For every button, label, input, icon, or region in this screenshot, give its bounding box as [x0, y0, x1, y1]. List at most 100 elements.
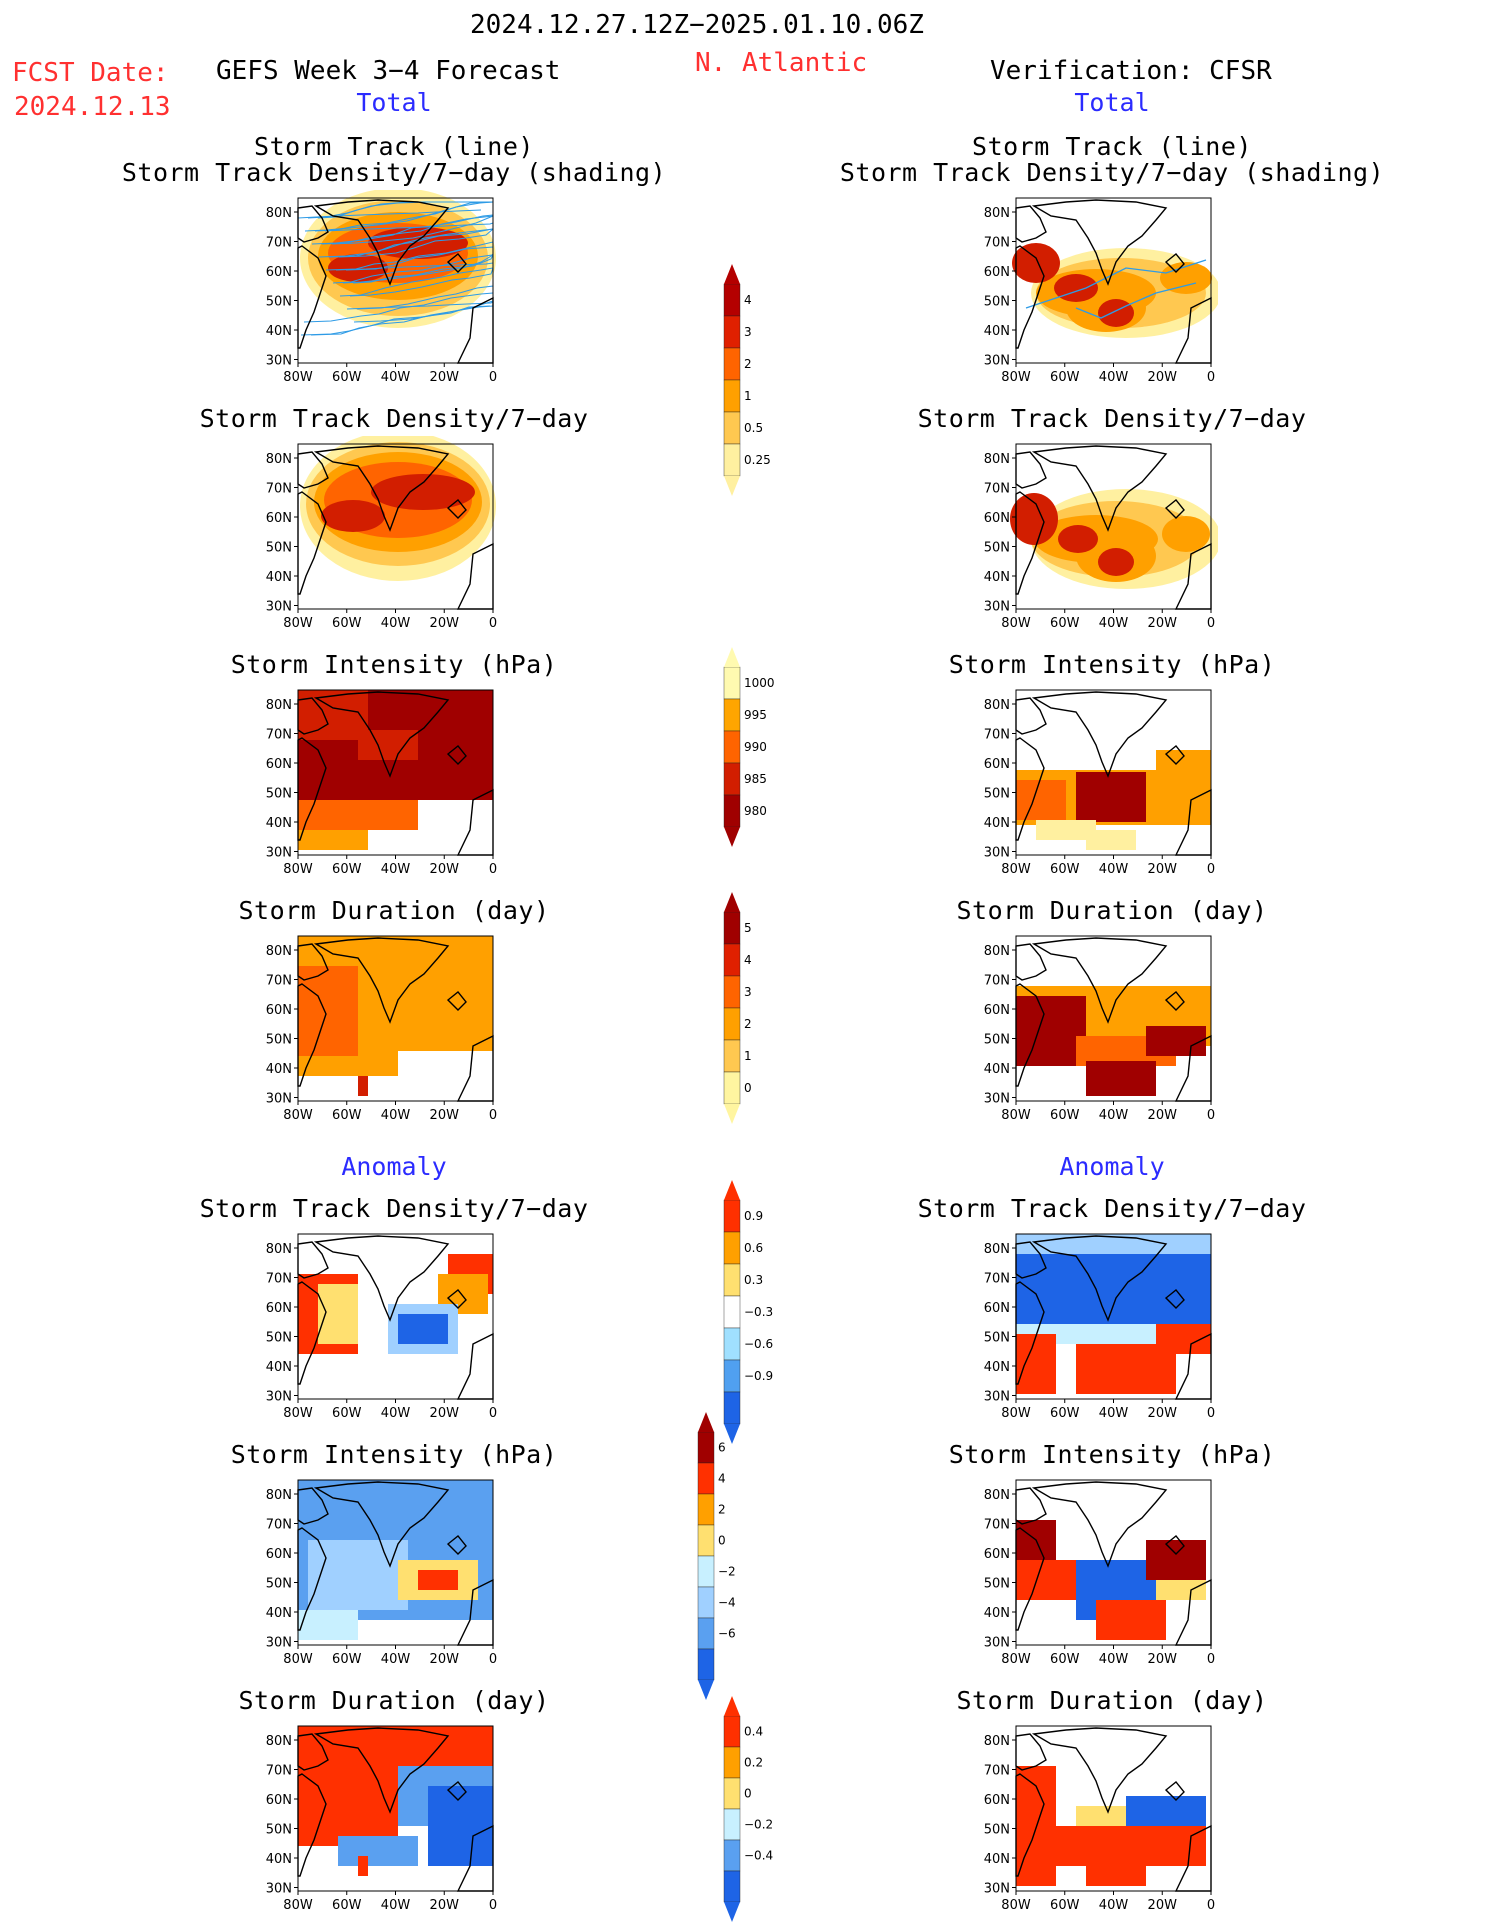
colorbar-label: 3 — [744, 985, 752, 999]
lon-tick-label: 80W — [1001, 862, 1031, 877]
lon-tick-label: 40W — [381, 1406, 411, 1421]
forecast-label: GEFS Week 3−4 Forecast — [216, 56, 561, 86]
field-shading — [1010, 489, 1218, 589]
lon-tick-label: 0 — [489, 1652, 497, 1667]
lat-tick-label: 50N — [984, 541, 1010, 556]
colorbar-segment — [723, 1295, 741, 1329]
colorbar-arrow-bottom — [724, 827, 740, 847]
lon-tick-label: 0 — [1207, 1898, 1215, 1913]
lon-tick-label: 40W — [1099, 1108, 1129, 1123]
lat-tick-label: 70N — [984, 1518, 1010, 1533]
lon-tick-label: 40W — [381, 1652, 411, 1667]
lon-tick-label: 40W — [1099, 862, 1129, 877]
lat-tick-label: 50N — [984, 1331, 1010, 1346]
lat-tick-label: 40N — [266, 816, 292, 831]
lat-tick-label: 70N — [266, 1518, 292, 1533]
colorbar-label: 0.9 — [744, 1209, 763, 1223]
lon-tick-label: 20W — [1148, 616, 1178, 631]
lat-tick-label: 60N — [266, 1301, 292, 1316]
lon-tick-label: 0 — [489, 1898, 497, 1913]
lat-tick-label: 70N — [984, 236, 1010, 251]
colorbar-segment — [723, 1263, 741, 1297]
colorbar-label: −0.3 — [744, 1305, 773, 1319]
colorbar-label: 2 — [718, 1503, 726, 1517]
colorbar-label: 5 — [744, 921, 752, 935]
lat-tick-label: 60N — [266, 1793, 292, 1808]
colorbar-arrow-top — [724, 647, 740, 667]
colorbar-label: −4 — [718, 1596, 736, 1610]
lon-tick-label: 20W — [430, 616, 460, 631]
lon-tick-label: 20W — [430, 1406, 460, 1421]
lat-tick-label: 70N — [266, 974, 292, 989]
colorbar-label: 0 — [744, 1787, 752, 1801]
lat-tick-label: 50N — [984, 787, 1010, 802]
lat-tick-label: 40N — [266, 1852, 292, 1867]
colorbar-label: −0.4 — [744, 1849, 773, 1863]
colorbar-label: −6 — [718, 1627, 736, 1641]
lat-tick-label: 70N — [984, 1764, 1010, 1779]
field-shading — [298, 690, 493, 850]
colorbar-label: 0 — [744, 1081, 752, 1095]
colorbar-label: 990 — [744, 740, 767, 754]
colorbar-label: 995 — [744, 708, 767, 722]
colorbar-label: 4 — [718, 1472, 726, 1486]
lon-tick-label: 80W — [1001, 370, 1031, 385]
lat-tick-label: 70N — [984, 482, 1010, 497]
fcst-date-value: 2024.12.13 — [14, 92, 171, 122]
lon-tick-label: 40W — [1099, 1898, 1129, 1913]
title-anom-density-right: Storm Track Density/7−day — [917, 1194, 1307, 1223]
title-track-line-left: Storm Track (line) — [254, 132, 534, 161]
lat-tick-label: 50N — [266, 1033, 292, 1048]
lon-tick-label: 60W — [1050, 1406, 1080, 1421]
colorbar-segment — [723, 1715, 741, 1748]
lat-tick-label: 80N — [984, 452, 1010, 467]
lon-tick-label: 20W — [430, 1898, 460, 1913]
section-anomaly-left: Anomaly — [341, 1152, 447, 1181]
colorbar-arrow-top — [724, 892, 740, 912]
colorbar-arrow-bottom — [698, 1680, 714, 1700]
lat-tick-label: 30N — [266, 1092, 292, 1107]
lat-tick-label: 60N — [266, 1003, 292, 1018]
lon-tick-label: 60W — [332, 862, 362, 877]
lat-tick-label: 40N — [984, 570, 1010, 585]
colorbar-segment — [697, 1462, 715, 1495]
lon-tick-label: 80W — [1001, 616, 1031, 631]
lon-tick-label: 40W — [1099, 370, 1129, 385]
lat-tick-label: 30N — [984, 846, 1010, 861]
lat-tick-label: 40N — [984, 1852, 1010, 1867]
colorbar-segment — [723, 698, 741, 732]
lon-tick-label: 80W — [283, 862, 313, 877]
colorbar-segment — [723, 1746, 741, 1779]
lat-tick-label: 80N — [266, 206, 292, 221]
title-density-left: Storm Track Density/7−day — [199, 404, 589, 433]
colorbar-label: 4 — [744, 293, 752, 307]
lat-tick-label: 60N — [266, 757, 292, 772]
lat-tick-label: 70N — [984, 1272, 1010, 1287]
lat-tick-label: 80N — [266, 1488, 292, 1503]
lon-tick-label: 80W — [283, 370, 313, 385]
lon-tick-label: 20W — [1148, 370, 1178, 385]
lat-tick-label: 50N — [984, 1033, 1010, 1048]
colorbar-segment — [723, 762, 741, 796]
colorbar-arrow-bottom — [724, 1902, 740, 1922]
lon-tick-label: 40W — [1099, 1652, 1129, 1667]
lat-tick-label: 30N — [984, 600, 1010, 615]
lon-tick-label: 60W — [1050, 1652, 1080, 1667]
lon-tick-label: 20W — [1148, 1898, 1178, 1913]
colorbar-segment — [723, 1777, 741, 1810]
lon-tick-label: 80W — [283, 616, 313, 631]
lon-tick-label: 0 — [1207, 1108, 1215, 1123]
colorbar-intensity-anom: 6 4 2 0 −2 −4 −6 — [697, 1412, 736, 1700]
colorbar-density-total: 4 3 2 1 0.5 0.25 — [723, 264, 771, 496]
lat-tick-label: 80N — [984, 206, 1010, 221]
lat-tick-label: 60N — [266, 265, 292, 280]
lat-tick-label: 70N — [984, 728, 1010, 743]
lon-tick-label: 80W — [1001, 1652, 1031, 1667]
colorbar-label: 1 — [744, 1049, 752, 1063]
lat-tick-label: 80N — [266, 944, 292, 959]
colorbar-label: 4 — [744, 953, 752, 967]
